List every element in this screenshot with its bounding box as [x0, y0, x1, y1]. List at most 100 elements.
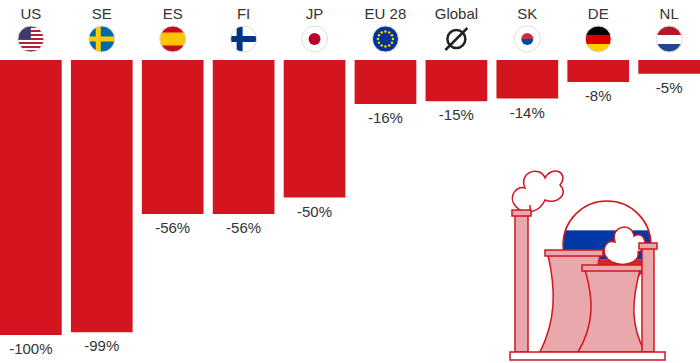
- bar: [496, 60, 558, 99]
- data-label: -56%: [226, 219, 261, 236]
- category-label: EU 28: [365, 5, 407, 22]
- flag-body: [160, 26, 186, 52]
- flag-outline: [89, 26, 115, 52]
- x-tick: NL: [660, 5, 679, 22]
- flag-part: [237, 26, 243, 52]
- flag-icon: [372, 26, 398, 52]
- flag-outline: [656, 26, 682, 52]
- flag-body: [585, 26, 611, 53]
- data-label: -50%: [297, 203, 332, 220]
- data-label: -16%: [368, 109, 403, 126]
- icon-shape: [445, 28, 467, 50]
- flag-part: [378, 41, 381, 44]
- x-axis: US SE ES FI JP EU 28 Global SK DE NL: [20, 5, 678, 22]
- flag-part: [514, 26, 540, 52]
- flag-part: [89, 26, 115, 52]
- illustration-part: [578, 270, 645, 352]
- flag-part: [388, 44, 391, 47]
- flag-icon: [18, 26, 44, 52]
- flag-icon: [656, 26, 682, 53]
- illustration-part: [639, 243, 657, 249]
- flag-part: [231, 26, 257, 52]
- flag-body: [302, 26, 328, 52]
- flag-body: [89, 26, 115, 52]
- chart: US SE ES FI JP EU 28 Global SK DE NL -100% -99% -56%…: [0, 0, 700, 363]
- x-tick: US: [20, 5, 41, 22]
- flag-part: [384, 45, 387, 48]
- data-label: -99%: [84, 337, 119, 354]
- bar: [213, 60, 275, 214]
- x-tick: FI: [237, 5, 250, 22]
- flag-part: [391, 41, 394, 44]
- illustration-part: [512, 210, 531, 216]
- bar: [638, 60, 700, 74]
- flag-outline: [231, 26, 257, 52]
- data-label: -14%: [510, 104, 545, 121]
- flag-outline: [160, 26, 186, 52]
- illustration-part: [582, 265, 643, 271]
- flag-part: [585, 26, 611, 35]
- x-tick: ES: [163, 5, 183, 22]
- flag-part: [391, 34, 394, 37]
- bar: [355, 60, 417, 104]
- flag-outline: [372, 26, 398, 52]
- flags: [18, 26, 682, 53]
- flag-part: [563, 201, 651, 230]
- power-plant-illustration: [510, 171, 665, 360]
- flag-icon: [514, 26, 540, 52]
- category-label: NL: [660, 5, 679, 22]
- illustration-part: [642, 248, 654, 352]
- category-label: FI: [237, 5, 250, 22]
- flag-part: [231, 36, 257, 42]
- flag-part: [372, 26, 398, 52]
- data-label: -15%: [439, 106, 474, 123]
- flag-part: [378, 34, 381, 37]
- flag-part: [18, 26, 44, 52]
- bar: [284, 60, 346, 198]
- illustration-part: [545, 250, 603, 256]
- data-label: -5%: [656, 79, 683, 96]
- category-label: SE: [92, 5, 112, 22]
- x-tick: Global: [435, 5, 478, 22]
- category-label: US: [20, 5, 41, 22]
- flag-part: [388, 31, 391, 34]
- flag-icon: [160, 26, 186, 52]
- flag-body: [656, 26, 682, 53]
- flag-body: [372, 26, 398, 52]
- x-tick: SK: [517, 5, 537, 22]
- x-tick: DE: [588, 5, 609, 22]
- flag-outline: [514, 26, 540, 52]
- flag-icon: [89, 26, 115, 52]
- category-label: JP: [306, 5, 324, 22]
- data-label: -8%: [585, 87, 612, 104]
- flag-part: [585, 35, 611, 44]
- bar: [567, 60, 629, 82]
- flag-icon: [231, 26, 257, 52]
- data-label: -100%: [9, 340, 52, 357]
- flag-outline: [18, 26, 44, 52]
- flag-icon: [445, 28, 467, 50]
- x-tick: SE: [92, 5, 112, 22]
- flag-part: [309, 33, 321, 45]
- flag-icon: [302, 26, 328, 52]
- flag-outline: [302, 26, 328, 52]
- flag-part: [160, 26, 186, 52]
- flag-part: [656, 26, 682, 35]
- data-label: -56%: [155, 219, 190, 236]
- illustration-part: [510, 352, 665, 360]
- flag-part: [160, 33, 186, 46]
- illustration-part: [515, 215, 528, 352]
- bar: [142, 60, 204, 214]
- flag-part: [521, 33, 533, 39]
- category-label: ES: [163, 5, 183, 22]
- category-label: Global: [435, 5, 478, 22]
- flag-body: [514, 26, 540, 52]
- flag-outline: [585, 26, 611, 52]
- flag-body: [18, 26, 44, 52]
- category-label: SK: [517, 5, 537, 22]
- flag-part: [377, 38, 380, 41]
- flag-part: [18, 42, 44, 44]
- flag-part: [384, 30, 387, 33]
- flag-part: [380, 31, 383, 34]
- flag-part: [96, 26, 101, 52]
